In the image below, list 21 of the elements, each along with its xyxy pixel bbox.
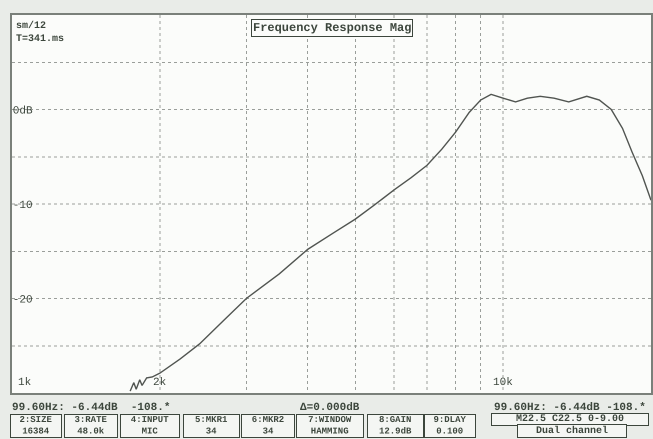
y-tick-label: 0dB: [12, 105, 33, 118]
text: 99.60Hz: -6.44dB -108.*: [494, 402, 646, 414]
x-tick-label: 1k: [18, 377, 32, 389]
y-tick-label: -10: [12, 200, 33, 212]
text: Frequency Response Mag: [253, 21, 412, 35]
text: 6:MKR2 34: [252, 415, 284, 437]
text: 2:SIZE 16384: [20, 415, 52, 437]
text: 8:GAIN 12.9dB: [379, 415, 412, 437]
x-tick-label: 2k: [153, 377, 167, 389]
text: 99.60Hz: -6.44dB -108.*: [12, 402, 170, 414]
text: 7:WINDOW HAMMING: [308, 415, 352, 437]
text: 3:RATE 48.0k: [74, 415, 108, 437]
text: Δ=0.000dB: [300, 402, 360, 414]
text: 4:INPUT MIC: [130, 415, 170, 437]
text: 9:DLAY 0.100: [434, 415, 466, 437]
text: 5:MKR1 34: [195, 415, 228, 437]
text: M22.5 C22.5 0-9.00: [516, 414, 624, 425]
x-tick-label: 10k: [493, 377, 514, 389]
annotation: sm/12 T=341.ms: [16, 20, 64, 45]
y-tick-label: -20: [12, 294, 33, 306]
text: Dual channel: [536, 425, 608, 437]
